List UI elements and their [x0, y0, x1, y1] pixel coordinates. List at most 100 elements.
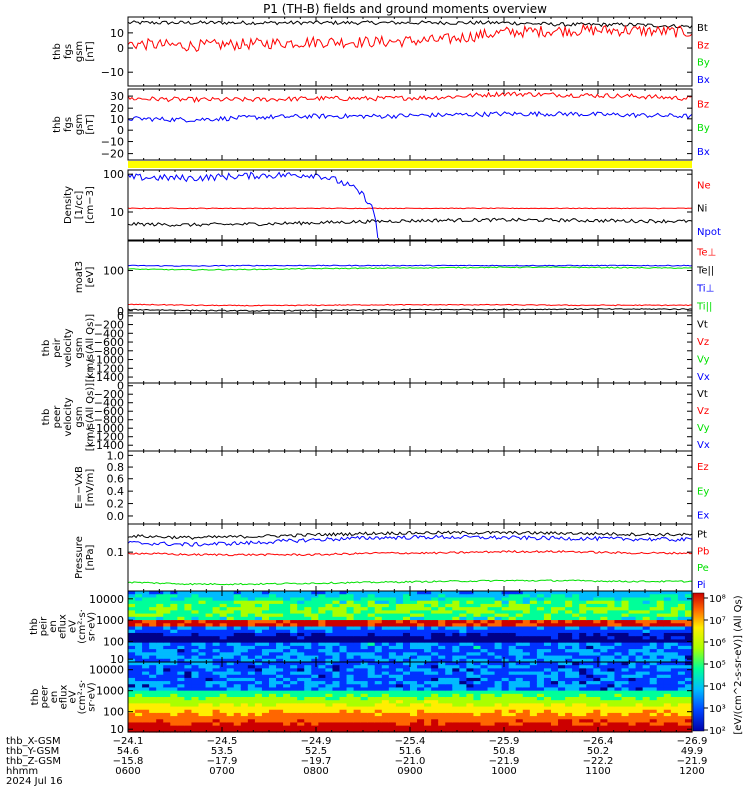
spectrogram-cell [135, 662, 143, 666]
spectrogram-cell [635, 712, 644, 717]
spectrogram-cell [424, 684, 432, 689]
spectrogram-cell [551, 629, 559, 634]
spectrogram-cell [212, 655, 221, 660]
spectrogram-cell [628, 626, 637, 631]
spectrogram-cell [184, 655, 193, 660]
spectrogram-cell [269, 613, 277, 618]
spectrogram-cell [543, 658, 552, 663]
spectrogram-cell [635, 639, 644, 644]
spectrogram-cell [332, 693, 341, 698]
spectrogram-cell [332, 722, 341, 727]
spectrogram-cell [558, 671, 566, 676]
spectrogram-cell [283, 591, 291, 595]
spectrogram-cell [388, 642, 397, 647]
spectrogram-cell [663, 665, 672, 669]
spectrogram-cell [233, 681, 242, 685]
spectrogram-cell [226, 607, 235, 611]
spectrogram-cell [325, 603, 334, 608]
spectrogram-cell [177, 668, 185, 673]
spectrogram-cell [670, 597, 679, 602]
spectrogram-cell [191, 652, 200, 657]
spectrogram-cell [515, 706, 524, 711]
spectrogram-cell [205, 649, 214, 653]
spectrogram-cell [424, 690, 432, 695]
spectrogram-cell [226, 712, 235, 717]
spectrogram-cell [452, 636, 460, 641]
spectrogram-cell [480, 722, 489, 727]
spectrogram-cell [431, 728, 439, 733]
spectrogram-cell [586, 591, 594, 595]
spectrogram-cell [219, 607, 228, 611]
spectrogram-cell [311, 684, 319, 689]
spectrogram-cell [543, 697, 552, 701]
spectrogram-cell [614, 639, 623, 644]
spectrogram-cell [522, 597, 531, 602]
spectrogram-cell [466, 712, 475, 717]
spectrogram-cell [508, 603, 517, 608]
spectrogram-cell [431, 642, 439, 647]
spectrogram-cell [459, 658, 467, 663]
spectrogram-cell [473, 687, 482, 692]
spectrogram-cell [431, 594, 439, 599]
spectrogram-cell [290, 665, 298, 669]
spectrogram-cell [304, 681, 312, 685]
spectrogram-cell [388, 693, 397, 698]
spectrogram-cell [177, 607, 185, 611]
spectrogram-cell [579, 684, 587, 689]
spectrogram-cell [628, 632, 637, 637]
spectrogram-cell [572, 700, 580, 704]
spectrogram-cell [656, 639, 665, 644]
spectrogram-cell [431, 709, 439, 714]
spectrogram-cell [247, 594, 256, 599]
spectrogram-cell [565, 665, 573, 669]
spectrogram-cell [367, 607, 376, 611]
spectrogram-cell [586, 700, 594, 704]
spectrogram-cell [205, 684, 214, 689]
spectrogram-cell [325, 662, 334, 666]
spectrogram-cell [522, 668, 531, 673]
spectrogram-cell [395, 719, 404, 724]
spectrogram-cell [677, 636, 686, 641]
spectrogram-cell [191, 665, 200, 669]
spectrogram-cell [452, 722, 460, 727]
spectrogram-cell [135, 693, 143, 698]
spectrogram-cell [290, 603, 298, 608]
spectrogram-cell [276, 597, 284, 602]
spectrogram-cell [395, 645, 404, 650]
spectrogram-cell [156, 636, 164, 641]
spectrogram-cell [276, 706, 284, 711]
spectrogram-cell [353, 645, 362, 650]
spectrogram-cell [614, 725, 623, 730]
spectrogram-cell [135, 607, 143, 611]
spectrogram-cell [226, 693, 235, 698]
legend-entry: Vy [697, 423, 710, 434]
spectrogram-cell [240, 697, 249, 701]
spectrogram-cell [438, 636, 446, 641]
spectrogram-cell [254, 620, 263, 624]
spectrogram-cell [276, 610, 284, 615]
spectrogram-cell [487, 607, 496, 611]
spectrogram-cell [269, 725, 277, 730]
spectrogram-cell [388, 697, 397, 701]
spectrogram-cell [445, 649, 453, 653]
y-tick-label: 0.4 [107, 485, 125, 498]
spectrogram-cell [240, 700, 249, 704]
spectrogram-cell [494, 687, 503, 692]
spectrogram-cell [142, 725, 150, 730]
spectrogram-cell [572, 716, 580, 720]
spectrogram-cell [395, 607, 404, 611]
spectrogram-cell [269, 636, 277, 641]
spectrogram-cell [135, 594, 143, 599]
spectrogram-cell [149, 709, 157, 714]
spectrogram-cell [487, 677, 496, 682]
spectrogram-cell [600, 719, 608, 724]
spectrogram-cell [325, 719, 334, 724]
spectrogram-cell [677, 649, 686, 653]
spectrogram-cell [593, 620, 601, 624]
spectrogram-cell [184, 716, 193, 720]
spectrogram-cell [381, 712, 390, 717]
spectrogram-cell [156, 716, 164, 720]
spectrogram-cell [283, 693, 291, 698]
spectrogram-cell [184, 591, 193, 595]
